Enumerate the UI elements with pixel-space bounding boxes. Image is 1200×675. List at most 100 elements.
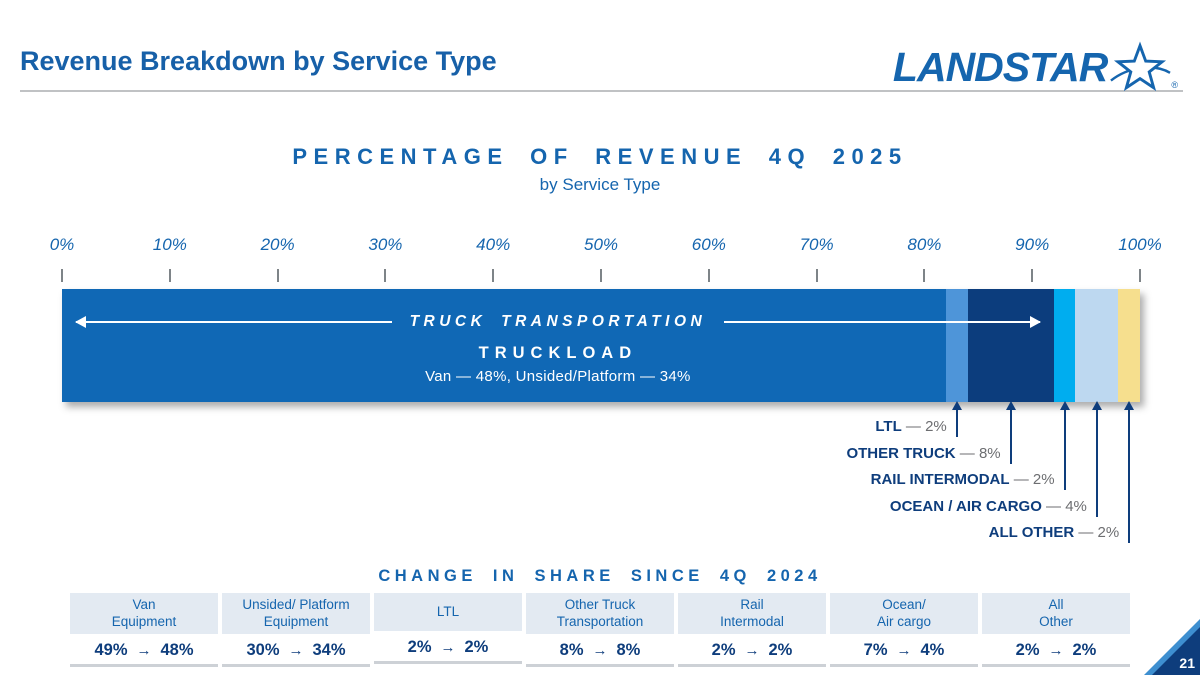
- corner-triangle: [1152, 627, 1200, 675]
- change-table-column: Ocean/Air cargo 7% → 4%: [830, 593, 978, 667]
- value-to: 34%: [312, 640, 346, 659]
- axis-tick-label: 90%: [1015, 235, 1050, 254]
- callout-name: OTHER TRUCK: [846, 444, 956, 462]
- page-title: Revenue Breakdown by Service Type: [20, 46, 497, 76]
- axis-tick-label: 30%: [368, 235, 403, 254]
- change-arrow-icon: →: [744, 641, 760, 659]
- change-table-columns: Van Equipment 49% → 48% Unsided/ Platform Equi…: [70, 593, 1130, 667]
- value-to: 2%: [1072, 640, 1097, 659]
- column-value: 49% → 48%: [70, 635, 218, 667]
- bar-segment-ocean-air-cargo: [1075, 289, 1119, 402]
- landstar-logo: LANDSTAR ®: [893, 40, 1178, 94]
- callout-label: ALL OTHER — 2%: [989, 524, 1120, 541]
- callout-arrow-line: [1059, 401, 1070, 491]
- arrow-up-icon: [1124, 401, 1135, 410]
- callout-label: OTHER TRUCK — 8%: [846, 445, 1000, 462]
- change-arrow-icon: →: [440, 639, 456, 656]
- bar-segment-truckload: [62, 289, 946, 402]
- change-arrow-icon: →: [136, 641, 152, 659]
- change-arrow-icon: →: [896, 641, 912, 659]
- change-arrow-icon: →: [592, 641, 608, 659]
- bar-overlay: TRUCK TRANSPORTATION TRUCKLOAD Van — 48%…: [62, 289, 1054, 402]
- arrow-up-icon: [1091, 401, 1102, 410]
- bar-segment-ltl: [945, 289, 968, 402]
- column-header: Other Truck Transportation: [526, 593, 674, 634]
- value-from: 30%: [246, 640, 280, 659]
- stacked-bar: TRUCK TRANSPORTATION TRUCKLOAD Van — 48%…: [62, 289, 1140, 402]
- callout-value: — 2%: [1009, 471, 1055, 489]
- arrow-up-icon: [1005, 401, 1016, 410]
- chart-title: PERCENTAGE OF REVENUE 4Q 2025: [292, 144, 908, 169]
- callout-label: LTL — 2%: [875, 418, 946, 435]
- truckload-detail: Van — 48%, Unsided/Platform — 34%: [425, 367, 691, 385]
- axis-tick-label: 10%: [152, 235, 187, 254]
- axis-tick-mark: [923, 269, 926, 282]
- arrow-up-icon: [1059, 401, 1070, 410]
- axis-tick-label: 50%: [583, 235, 619, 254]
- column-value: 2% → 2%: [374, 632, 522, 664]
- axis-tick-label: 100%: [1118, 235, 1162, 254]
- axis-tick-mark: [61, 269, 63, 282]
- axis-tick-mark: [707, 269, 710, 282]
- star-icon: [1110, 41, 1172, 92]
- callout-value: — 2%: [901, 418, 947, 435]
- change-table-column: Other Truck Transportation 8% → 8%: [526, 593, 674, 667]
- value-to: 2%: [464, 638, 489, 656]
- callout-value: — 4%: [1041, 497, 1087, 515]
- column-value: 8% → 8%: [526, 635, 674, 667]
- callout-name: OCEAN / AIR CARGO: [889, 497, 1042, 515]
- change-table-column: LTL 2% → 2%: [374, 593, 522, 667]
- bar-segment-rail-intermodal: [1053, 289, 1076, 402]
- callout-arrow-line: [1124, 401, 1135, 544]
- bar-segment-all-other: [1118, 289, 1140, 402]
- change-table-column: All Other 2% → 2%: [982, 593, 1130, 667]
- axis-tick-mark: [492, 269, 495, 282]
- column-value: 2% → 2%: [678, 635, 826, 667]
- value-from: 2%: [1015, 640, 1040, 659]
- truck-transportation-row: TRUCK TRANSPORTATION: [62, 313, 1054, 331]
- column-value: 2% → 2%: [982, 635, 1130, 667]
- callout-arrow-line: [1005, 401, 1016, 464]
- change-table-column: Unsided/ Platform Equipment 30% → 34%: [222, 593, 370, 667]
- callout-value: — 2%: [1074, 524, 1120, 542]
- axis-tick-label: 40%: [476, 235, 511, 254]
- callout-name: LTL: [875, 418, 902, 435]
- axis-tick-mark: [815, 269, 818, 282]
- page-number: 21: [1179, 655, 1195, 671]
- chart-subtitle: by Service Type: [539, 175, 661, 194]
- axis-tick-mark: [1031, 269, 1034, 282]
- bar-segment-other-truck: [967, 289, 1054, 402]
- value-from: 2%: [407, 638, 432, 656]
- axis-tick-marks: [61, 269, 1141, 283]
- column-header: All Other: [982, 593, 1130, 634]
- value-from: 7%: [863, 640, 888, 659]
- right-arrow-line: [724, 315, 1041, 328]
- value-to: 4%: [920, 640, 945, 659]
- left-arrow-line: [75, 315, 392, 328]
- column-header: Van Equipment: [70, 593, 218, 634]
- axis-tick-mark: [276, 269, 279, 282]
- column-header: Rail Intermodal: [678, 593, 826, 634]
- axis-tick-label: 80%: [907, 235, 942, 254]
- truckload-label: TRUCKLOAD: [478, 343, 638, 362]
- value-from: 2%: [711, 640, 736, 659]
- axis-tick-mark: [384, 269, 387, 282]
- change-table-column: Van Equipment 49% → 48%: [70, 593, 218, 667]
- column-header: Ocean/Air cargo: [830, 593, 978, 634]
- axis-tick-label: 60%: [691, 235, 726, 254]
- callout-arrow-line: [1091, 401, 1102, 517]
- value-to: 2%: [768, 640, 793, 659]
- callout-value: — 8%: [955, 444, 1001, 462]
- callout-label: OCEAN / AIR CARGO — 4%: [890, 498, 1087, 515]
- column-header: LTL: [374, 593, 522, 631]
- axis-tick-mark: [1139, 269, 1141, 282]
- change-table-title: CHANGE IN SHARE SINCE 4Q 2024: [378, 567, 822, 585]
- callout-name: ALL OTHER: [988, 524, 1075, 542]
- change-arrow-icon: →: [288, 641, 304, 659]
- value-to: 8%: [616, 640, 641, 659]
- registered-trademark: ®: [1171, 80, 1178, 90]
- callout-arrow-line: [951, 401, 962, 437]
- column-value: 7% → 4%: [830, 635, 978, 667]
- truck-transportation-label: TRUCK TRANSPORTATION: [409, 312, 707, 330]
